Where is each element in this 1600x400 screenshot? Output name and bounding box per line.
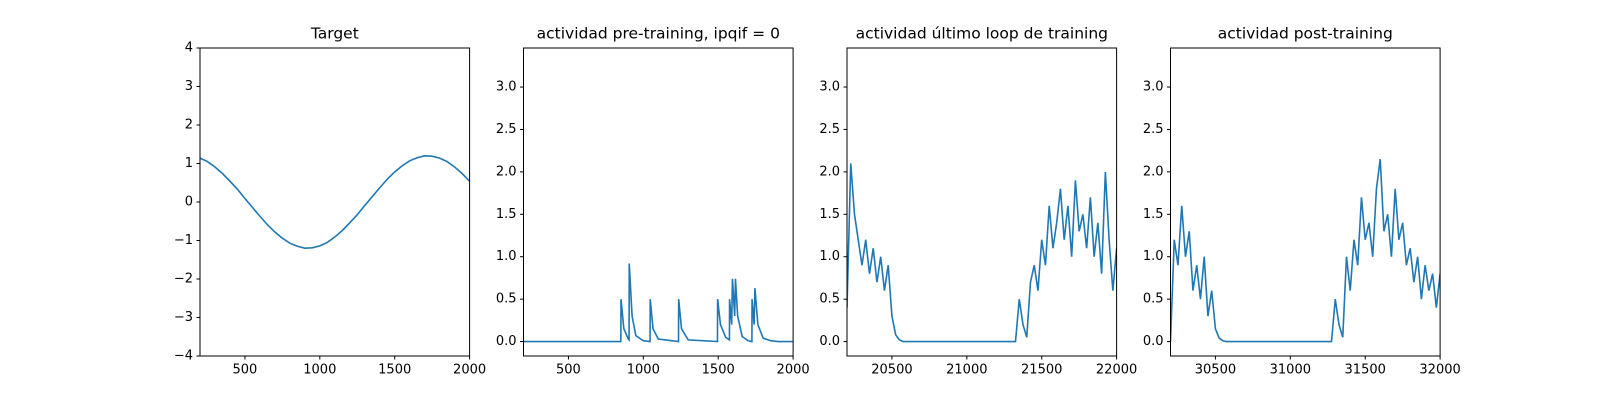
y-tick-label: 0.0 <box>496 334 517 349</box>
x-tick-label: 32000 <box>1419 363 1460 378</box>
y-tick-label: 3 <box>185 79 193 94</box>
x-tick-label: 1000 <box>303 363 336 378</box>
y-tick-label: 2.5 <box>496 122 517 137</box>
x-tick-label: 30500 <box>1195 363 1236 378</box>
y-tick-label: 0 <box>185 195 193 210</box>
x-tick-label: 500 <box>233 363 258 378</box>
y-tick-label: 2 <box>185 118 193 133</box>
axes-frame <box>846 47 1118 357</box>
x-tick-label: 20500 <box>871 363 912 378</box>
data-line <box>1170 159 1441 343</box>
y-tick-label: 0.0 <box>1143 334 1164 349</box>
subplot-title: actividad último loop de training <box>856 25 1108 43</box>
y-tick-label: 0.5 <box>819 292 840 307</box>
axes-frame <box>1170 47 1441 357</box>
y-tick-label: −1 <box>174 233 193 248</box>
x-tick-label: 31000 <box>1270 363 1311 378</box>
y-tick-label: 2.0 <box>1143 164 1164 179</box>
axes-frame <box>199 47 471 357</box>
y-tick-label: 0.0 <box>819 334 840 349</box>
x-tick-label: 1000 <box>627 363 660 378</box>
y-tick-label: 1.5 <box>1143 207 1164 222</box>
y-tick-label: 1 <box>185 156 193 171</box>
y-tick-label: 0.5 <box>1143 292 1164 307</box>
y-tick-label: 1.0 <box>819 249 840 264</box>
y-tick-label: 0.5 <box>496 292 517 307</box>
x-tick-label: 2000 <box>453 363 486 378</box>
y-tick-label: 1.0 <box>1143 249 1164 264</box>
y-tick-label: 4 <box>185 41 193 56</box>
x-tick-label: 31500 <box>1345 363 1386 378</box>
x-tick-label: 21500 <box>1021 363 1062 378</box>
data-line <box>847 163 1117 343</box>
x-tick-label: 21000 <box>946 363 987 378</box>
y-tick-label: 2.5 <box>1143 122 1164 137</box>
y-tick-label: 2.5 <box>819 122 840 137</box>
x-tick-label: 500 <box>556 363 581 378</box>
y-tick-label: 2.0 <box>496 164 517 179</box>
subplot-title: Target <box>310 25 359 43</box>
y-tick-label: 3.0 <box>819 80 840 95</box>
x-tick-label: 1500 <box>702 363 735 378</box>
y-tick-label: 3.0 <box>496 80 517 95</box>
y-tick-label: 2.0 <box>819 164 840 179</box>
y-tick-label: −2 <box>174 272 193 287</box>
subplot-title: actividad pre-training, ipqif = 0 <box>537 25 780 43</box>
y-tick-label: −4 <box>174 349 193 364</box>
data-line <box>523 263 794 343</box>
y-tick-label: 1.5 <box>496 207 517 222</box>
y-tick-label: 1.5 <box>819 207 840 222</box>
axes-frame <box>523 47 794 357</box>
x-tick-label: 22000 <box>1096 363 1137 378</box>
x-tick-label: 2000 <box>777 363 810 378</box>
y-tick-label: 3.0 <box>1143 80 1164 95</box>
subplot-title: actividad post-training <box>1218 25 1393 43</box>
x-tick-label: 1500 <box>378 363 411 378</box>
y-tick-label: 1.0 <box>496 249 517 264</box>
data-line <box>200 154 470 250</box>
y-tick-label: −3 <box>174 310 193 325</box>
